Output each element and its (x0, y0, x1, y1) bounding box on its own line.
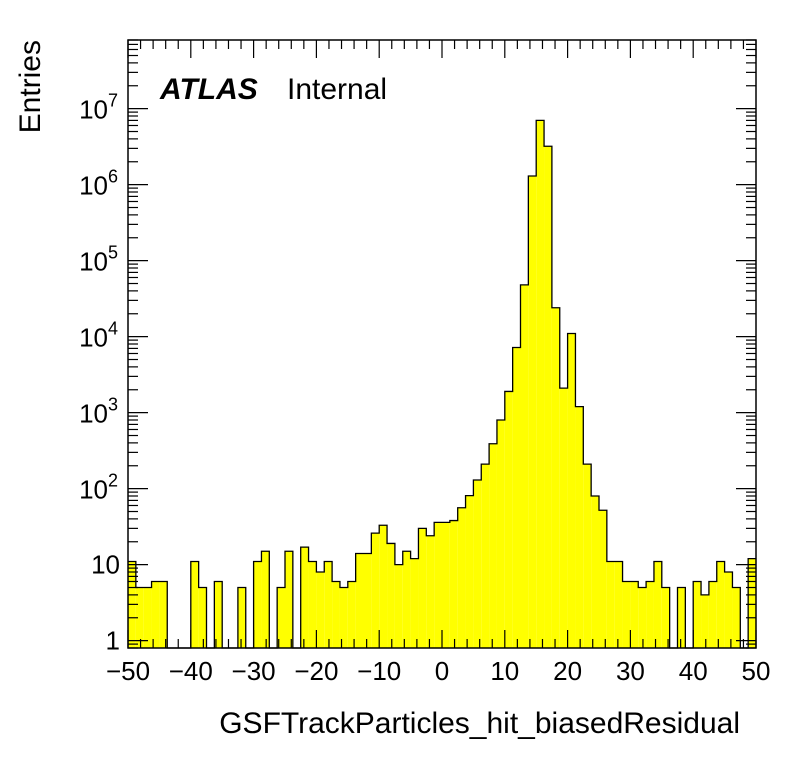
histogram-bar (159, 581, 168, 648)
histogram-bar (190, 561, 199, 648)
x-axis-ticks (127, 40, 757, 648)
histogram-bar (630, 581, 639, 648)
histogram-bar (151, 581, 160, 648)
histogram-bar (332, 581, 340, 648)
x-tick-label: −30 (232, 656, 276, 686)
histogram-bar (418, 528, 427, 648)
y-tick-label: 104 (79, 319, 118, 353)
histogram-bar (536, 120, 545, 648)
histogram-bar (489, 443, 497, 648)
histogram-bar (622, 581, 631, 648)
histogram-bar (614, 561, 623, 648)
histogram-bar (716, 561, 725, 648)
histogram-bar (300, 547, 309, 648)
y-tick-label: 107 (79, 91, 118, 125)
histogram-bar (394, 564, 403, 648)
histogram-bar (387, 543, 395, 648)
histogram-bar (324, 561, 333, 648)
histogram-bar (237, 587, 246, 648)
histogram-bar (457, 507, 466, 648)
x-tick-label: 20 (553, 656, 582, 686)
x-tick-label: 40 (679, 656, 708, 686)
histogram-bar (214, 581, 223, 648)
histogram-bar (135, 587, 144, 648)
x-tick-label: 50 (742, 656, 771, 686)
histogram-bar (567, 333, 576, 648)
histogram-bar (473, 479, 482, 648)
plot-frame (127, 39, 757, 649)
histogram-bar (504, 391, 513, 648)
histogram-bar (528, 175, 537, 648)
y-tick-label: 105 (79, 243, 118, 277)
histogram-bar (410, 558, 419, 648)
histogram-bar (316, 572, 325, 648)
histogram-bars (128, 119, 756, 649)
histogram-bar (708, 581, 717, 648)
histogram-bar (261, 551, 270, 648)
y-tick-labels: 1 10 102 103 104 105 106 107 (79, 91, 120, 656)
x-tick-label: 0 (435, 656, 449, 686)
histogram-bar (732, 587, 741, 648)
histogram-bar (347, 581, 356, 648)
histogram-bar (285, 551, 293, 648)
histogram-bar (646, 581, 654, 648)
histogram-bar (583, 464, 592, 648)
histogram-bar (363, 553, 372, 648)
x-tick-labels: −50 −40 −30 −20 −10 0 10 20 30 40 50 (106, 656, 771, 686)
histogram-bar (277, 587, 285, 648)
histogram-bar (551, 307, 560, 648)
histogram-bar (143, 587, 152, 648)
histogram-bar (575, 406, 584, 648)
x-tick-label: −20 (294, 656, 338, 686)
histogram-bar (434, 522, 442, 648)
y-axis-label: Entries (14, 40, 47, 133)
histogram-bar (677, 587, 686, 648)
histogram-bar (512, 347, 521, 648)
y-tick-label: 102 (79, 471, 118, 505)
x-tick-label: −50 (106, 656, 150, 686)
histogram-bar (496, 420, 505, 648)
histogram-bar (606, 561, 615, 648)
histogram-bar (638, 587, 647, 648)
histogram-bar (544, 146, 552, 648)
histogram-bar (520, 284, 529, 648)
histogram-bar (355, 553, 364, 648)
histogram-bar (465, 495, 474, 648)
histogram-bar (379, 525, 388, 648)
histogram-bar (253, 561, 262, 648)
histogram-bar (426, 535, 435, 648)
histogram-bar (661, 587, 670, 648)
x-tick-label: −40 (169, 656, 213, 686)
x-tick-label: 30 (616, 656, 645, 686)
histogram-bar (402, 551, 411, 648)
histogram-bar (701, 594, 709, 648)
x-axis-label: GSFTrackParticles_hit_biasedResidual (219, 707, 740, 740)
y-axis-ticks (128, 39, 756, 649)
x-tick-label: −10 (357, 656, 401, 686)
internal-label: Internal (287, 73, 387, 106)
histogram-bar (599, 510, 607, 648)
histogram-bar (693, 581, 702, 648)
y-tick-label: 106 (79, 167, 118, 201)
histogram-bar (442, 522, 450, 648)
y-tick-label: 103 (79, 395, 118, 429)
y-tick-label: 1 (106, 626, 120, 656)
histogram-bar (724, 572, 733, 648)
histogram-bar (481, 464, 490, 648)
histogram-bar (653, 561, 662, 648)
histogram-bar (308, 561, 317, 648)
histogram-bar (339, 587, 348, 648)
histogram-bar (591, 496, 599, 648)
histogram-bar (371, 533, 380, 648)
histogram-bar (559, 388, 568, 648)
histogram-bar (748, 558, 756, 648)
histogram-bar (449, 520, 458, 648)
histogram-bar (198, 587, 207, 648)
x-tick-label: 10 (490, 656, 519, 686)
atlas-label: ATLAS (159, 73, 258, 106)
y-tick-label: 10 (91, 550, 120, 580)
